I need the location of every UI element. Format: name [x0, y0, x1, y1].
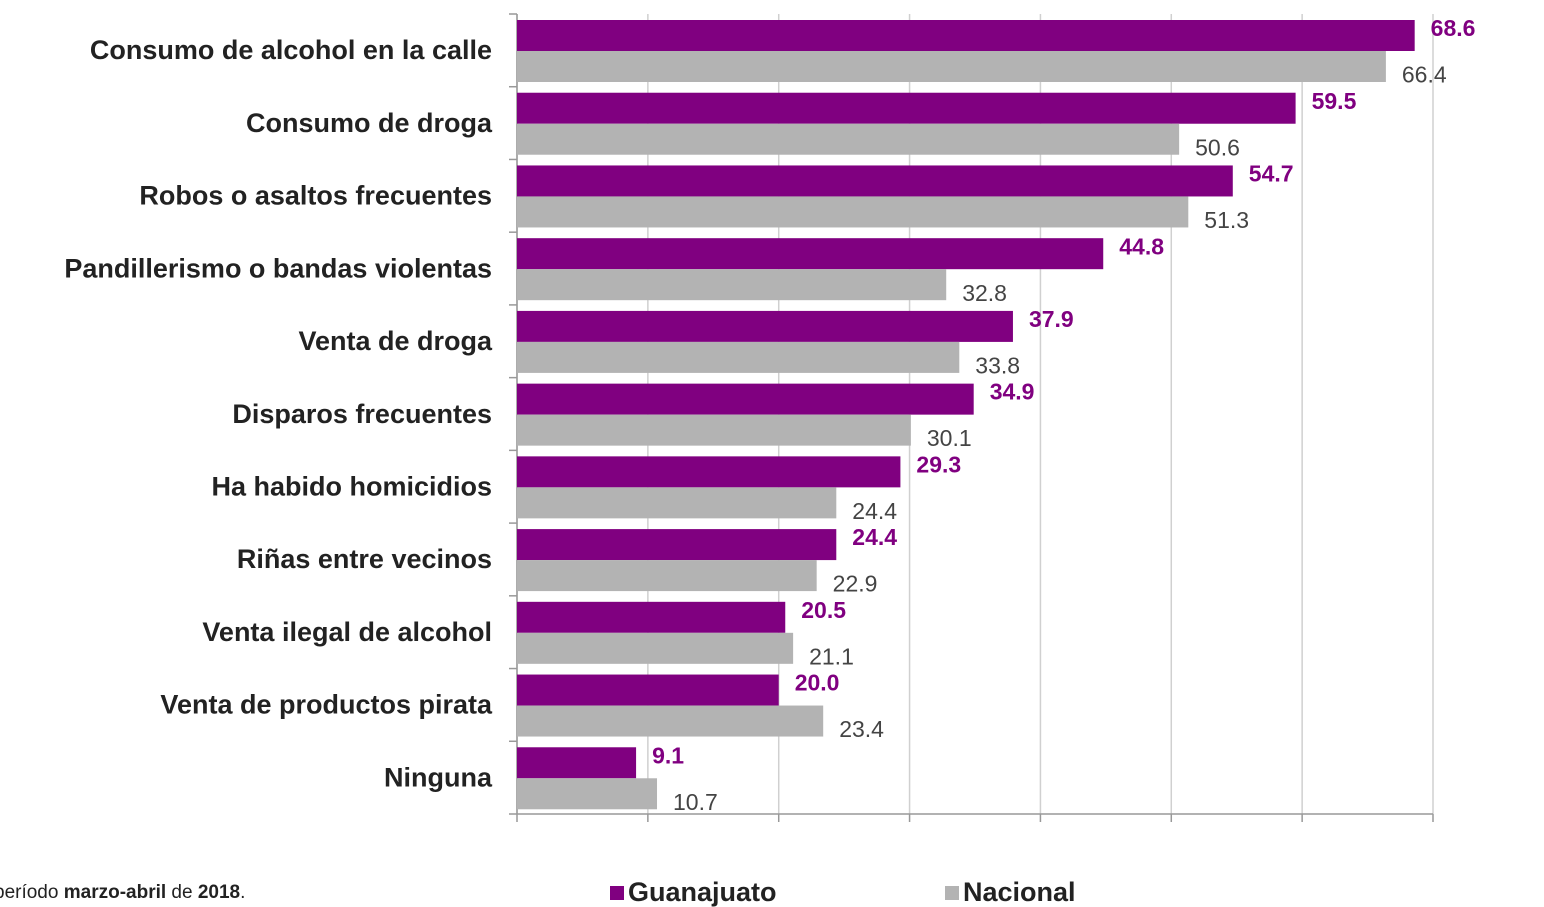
footnote-part: de	[166, 882, 198, 903]
bar	[517, 238, 1104, 270]
value-label: 34.9	[990, 379, 1035, 405]
bar	[517, 310, 1013, 342]
bar	[517, 529, 837, 561]
bar	[517, 674, 779, 706]
bar	[517, 341, 960, 373]
value-label: 20.0	[795, 670, 840, 696]
value-label: 30.1	[927, 425, 972, 451]
footnote-part: período	[0, 882, 64, 903]
y-tick-label: Venta de productos pirata	[160, 690, 493, 720]
bar	[517, 92, 1296, 124]
legend-swatch	[610, 886, 624, 900]
legend-label: Nacional	[963, 877, 1076, 907]
bar	[517, 196, 1189, 228]
value-label: 37.9	[1029, 306, 1074, 332]
y-tick-label: Riñas entre vecinos	[237, 544, 492, 574]
y-tick-label: Consumo de alcohol en la calle	[90, 35, 492, 65]
bar	[517, 414, 911, 446]
bar	[517, 383, 974, 415]
value-label: 54.7	[1249, 161, 1294, 187]
bar	[517, 560, 817, 592]
value-label: 23.4	[839, 716, 884, 742]
value-label: 66.4	[1402, 62, 1447, 88]
value-label: 44.8	[1119, 233, 1164, 259]
footnote-part: .	[240, 882, 245, 903]
y-tick-label: Pandillerismo o bandas violentas	[64, 253, 492, 283]
value-label: 9.1	[652, 742, 684, 768]
bar	[517, 632, 794, 664]
y-tick-label: Robos o asaltos frecuentes	[139, 181, 492, 211]
bar	[517, 601, 786, 633]
footnote-part: 2018	[198, 882, 240, 903]
bar	[517, 165, 1233, 197]
bar	[517, 20, 1415, 51]
bar	[517, 747, 637, 779]
y-tick-label: Venta de droga	[298, 326, 493, 356]
bar	[517, 705, 824, 737]
legend-swatch	[945, 886, 959, 900]
y-tick-label: Ninguna	[384, 762, 493, 792]
bar	[517, 778, 658, 810]
bar	[517, 123, 1180, 155]
value-label: 32.8	[962, 280, 1007, 306]
value-label: 24.4	[852, 524, 897, 550]
y-tick-label: Venta ilegal de alcohol	[202, 617, 492, 647]
y-tick-label: Consumo de droga	[246, 108, 493, 138]
legend-label: Guanajuato	[628, 877, 777, 907]
value-label: 68.6	[1431, 15, 1476, 41]
bar	[517, 456, 901, 488]
value-label: 29.3	[916, 451, 961, 477]
bars	[517, 20, 1415, 810]
bar	[517, 51, 1386, 82]
value-label: 50.6	[1195, 134, 1240, 160]
value-label: 59.5	[1312, 88, 1357, 114]
footnote: período marzo-abril de 2018.	[0, 882, 245, 903]
value-label: 21.1	[809, 643, 854, 669]
y-tick-label: Disparos frecuentes	[232, 399, 492, 429]
value-label: 10.7	[673, 789, 718, 815]
value-label: 51.3	[1204, 207, 1249, 233]
y-tick-label: Ha habido homicidios	[211, 471, 492, 501]
value-label: 24.4	[852, 498, 897, 524]
value-label: 20.5	[801, 597, 846, 623]
bar	[517, 487, 837, 519]
bar	[517, 269, 947, 301]
footnote-part: marzo-abril	[64, 882, 166, 903]
value-label: 33.8	[975, 352, 1020, 378]
value-label: 22.9	[833, 571, 878, 597]
